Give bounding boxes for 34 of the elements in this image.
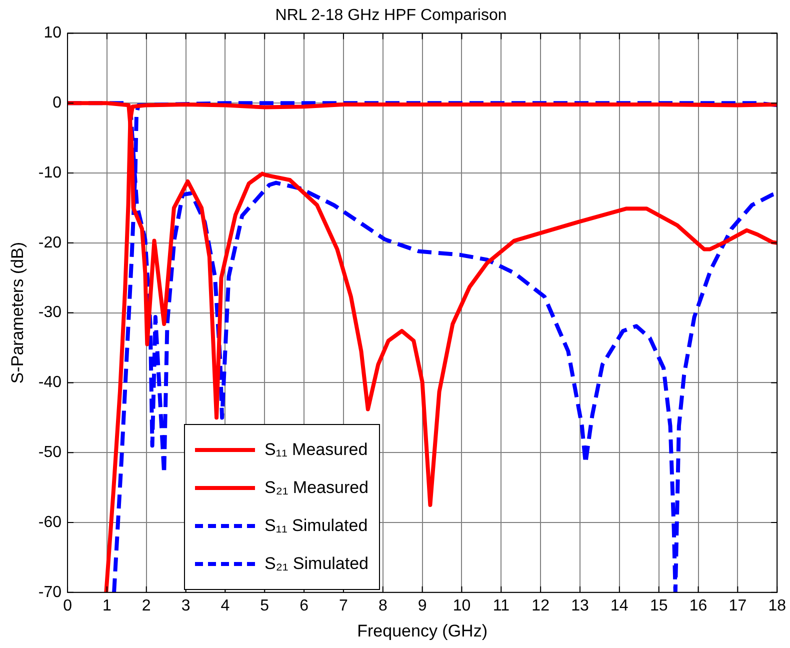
- x-tick-label: 16: [689, 597, 708, 614]
- legend-label: S₁₁ Simulated: [264, 516, 368, 536]
- legend-label: S₂₁ Simulated: [264, 554, 369, 574]
- x-tick-label: 2: [142, 597, 151, 614]
- x-tick-label: 18: [768, 597, 786, 614]
- legend-label: S₁₁ Measured: [264, 440, 368, 460]
- y-tick-label: -60: [38, 514, 62, 531]
- x-tick-label: 12: [532, 597, 550, 614]
- x-tick-label: 10: [452, 597, 471, 614]
- x-tick-label: 14: [610, 597, 628, 614]
- x-tick-label: 4: [220, 597, 230, 614]
- x-tick-label: 5: [260, 597, 270, 614]
- y-tick-label: -10: [38, 164, 62, 182]
- y-tick-label: 10: [44, 24, 62, 42]
- x-axis-title: Frequency (GHz): [357, 621, 488, 640]
- x-tick-label: 11: [492, 597, 510, 614]
- x-tick-label: 1: [102, 597, 112, 614]
- x-tick-label: 6: [300, 597, 309, 614]
- x-tick-label: 7: [339, 597, 348, 614]
- x-tick-label: 8: [378, 597, 388, 614]
- y-tick-label: 0: [52, 94, 62, 112]
- legend-label: S₂₁ Measured: [264, 478, 369, 498]
- x-tick-label: 17: [728, 597, 747, 614]
- y-tick-label: -70: [38, 584, 62, 601]
- y-tick-label: -20: [38, 234, 62, 252]
- y-tick-label: -30: [38, 304, 62, 322]
- x-tick-label: 13: [571, 597, 589, 614]
- y-axis-title: S-Parameters (dB): [8, 242, 27, 384]
- x-tick-label: 3: [181, 597, 190, 614]
- x-tick-label: 9: [418, 597, 427, 614]
- y-tick-label: -50: [38, 444, 62, 462]
- y-tick-label: -40: [38, 374, 62, 392]
- x-tick-label: 15: [650, 597, 668, 614]
- chart-title: NRL 2-18 GHz HPF Comparison: [275, 7, 507, 24]
